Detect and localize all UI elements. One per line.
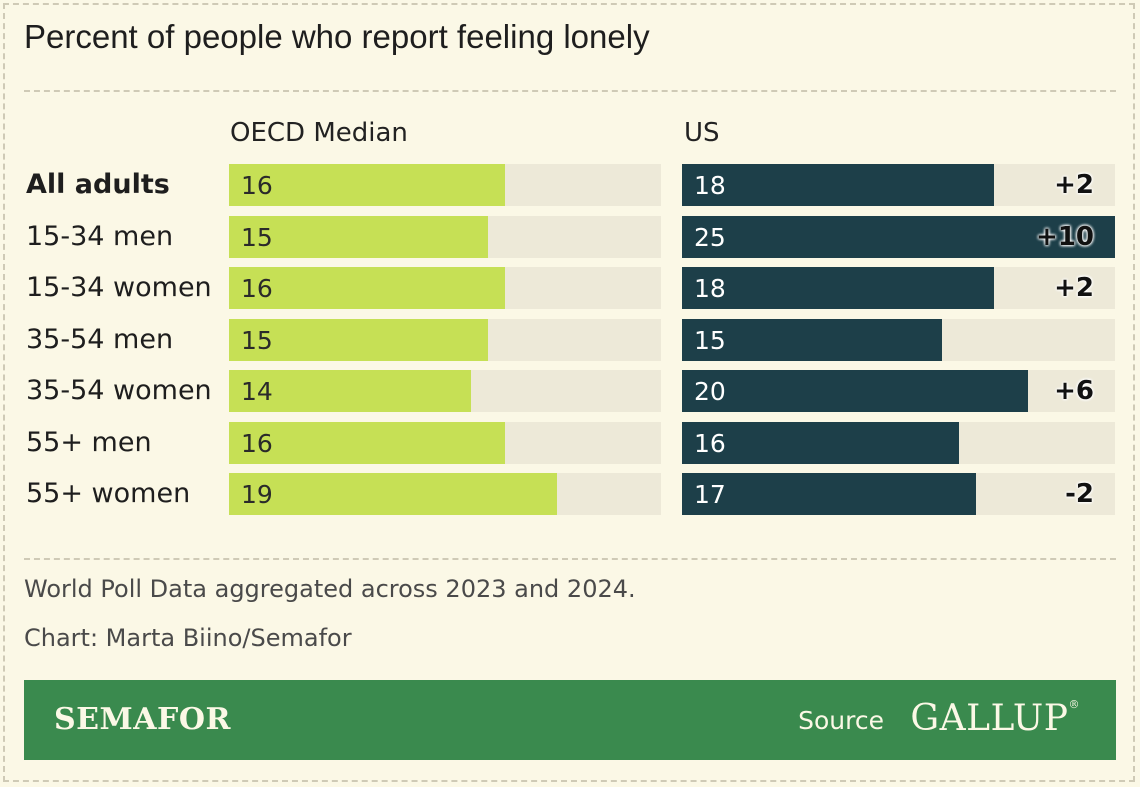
- difference-label: +10: [1036, 222, 1094, 252]
- oecd-value-label: 14: [241, 377, 273, 406]
- us-bar-track: 18: [682, 267, 1115, 309]
- gallup-wordmark: GALLUP: [910, 698, 1069, 739]
- difference-label: +2: [1054, 273, 1094, 303]
- oecd-value-label: 15: [241, 326, 273, 355]
- difference-label: -2: [1065, 479, 1094, 509]
- oecd-bar-track: 16: [229, 422, 661, 464]
- oecd-bar: [229, 164, 506, 206]
- us-bar: [682, 319, 942, 361]
- oecd-bar: [229, 473, 558, 515]
- us-bar: [682, 473, 977, 515]
- oecd-bar-track: 19: [229, 473, 661, 515]
- difference-label: +2: [1054, 170, 1094, 200]
- us-value-label: 25: [694, 223, 726, 252]
- chart-credit: Chart: Marta Biino/Semafor: [24, 624, 352, 652]
- category-label: 15-34 men: [26, 221, 174, 252]
- oecd-bar-track: 16: [229, 164, 661, 206]
- us-value-label: 20: [694, 377, 726, 406]
- us-bar-track: 17: [682, 473, 1115, 515]
- source-label: Source: [798, 706, 884, 735]
- oecd-bar-track: 16: [229, 267, 661, 309]
- us-bar-track: 20: [682, 370, 1115, 412]
- us-value-label: 18: [694, 171, 726, 200]
- us-bar: [682, 216, 1115, 258]
- category-label: 35-54 women: [26, 375, 212, 406]
- category-label: 55+ men: [26, 427, 152, 458]
- oecd-value-label: 16: [241, 429, 273, 458]
- oecd-value-label: 15: [241, 223, 273, 252]
- oecd-bar: [229, 319, 489, 361]
- category-label: 55+ women: [26, 478, 191, 509]
- oecd-value-label: 16: [241, 274, 273, 303]
- us-value-label: 18: [694, 274, 726, 303]
- difference-label: +6: [1054, 376, 1094, 406]
- oecd-bar-track: 15: [229, 319, 661, 361]
- oecd-bar: [229, 267, 506, 309]
- bottom-divider: [24, 558, 1116, 560]
- us-bar: [682, 164, 994, 206]
- us-value-label: 15: [694, 326, 726, 355]
- gallup-logo: GALLUP®: [910, 698, 1080, 739]
- oecd-value-label: 16: [241, 171, 273, 200]
- us-bar-track: 25: [682, 216, 1115, 258]
- us-bar: [682, 267, 994, 309]
- category-label: All adults: [26, 169, 170, 200]
- us-panel-heading: US: [684, 118, 720, 148]
- us-value-label: 16: [694, 429, 726, 458]
- category-label: 15-34 women: [26, 272, 212, 303]
- oecd-bar: [229, 370, 471, 412]
- category-label: 35-54 men: [26, 324, 174, 355]
- data-note: World Poll Data aggregated across 2023 a…: [24, 575, 636, 603]
- chart-title: Percent of people who report feeling lon…: [24, 18, 650, 55]
- us-bar: [682, 422, 960, 464]
- oecd-bar: [229, 422, 506, 464]
- us-value-label: 17: [694, 480, 726, 509]
- oecd-bar: [229, 216, 489, 258]
- registered-mark-icon: ®: [1068, 698, 1080, 711]
- oecd-panel-heading: OECD Median: [230, 118, 408, 148]
- semafor-logo: SEMAFOR: [54, 702, 231, 737]
- us-bar-track: 18: [682, 164, 1115, 206]
- us-bar-track: 16: [682, 422, 1115, 464]
- us-bar-track: 15: [682, 319, 1115, 361]
- us-bar: [682, 370, 1029, 412]
- oecd-value-label: 19: [241, 480, 273, 509]
- oecd-bar-track: 15: [229, 216, 661, 258]
- chart-frame: [3, 3, 1135, 782]
- footer-banner: SEMAFOR Source GALLUP®: [24, 680, 1116, 760]
- top-divider: [24, 90, 1116, 92]
- oecd-bar-track: 14: [229, 370, 661, 412]
